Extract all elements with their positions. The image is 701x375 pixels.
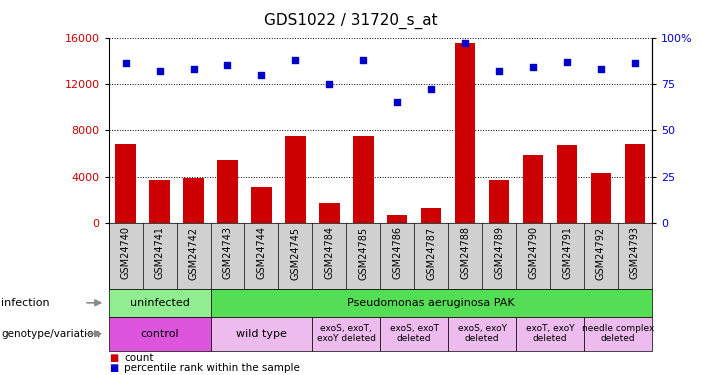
Point xyxy=(120,60,131,66)
Text: uninfected: uninfected xyxy=(130,298,189,308)
Bar xyxy=(210,317,313,351)
Bar xyxy=(523,154,543,223)
Point xyxy=(222,62,233,68)
Bar xyxy=(184,178,204,223)
Bar xyxy=(448,317,516,351)
Text: exoS, exoT
deleted: exoS, exoT deleted xyxy=(390,324,439,344)
Bar xyxy=(455,43,475,223)
Text: GSM24743: GSM24743 xyxy=(222,226,233,279)
Bar xyxy=(557,146,577,223)
Text: GSM24745: GSM24745 xyxy=(290,226,301,279)
Point xyxy=(494,68,505,74)
Bar xyxy=(387,215,407,223)
Text: genotype/variation: genotype/variation xyxy=(1,329,100,339)
Bar xyxy=(313,317,381,351)
Point xyxy=(562,58,573,64)
Text: count: count xyxy=(124,353,154,363)
Bar xyxy=(210,289,652,317)
Bar xyxy=(217,160,238,223)
Point xyxy=(426,87,437,93)
Text: GDS1022 / 31720_s_at: GDS1022 / 31720_s_at xyxy=(264,13,437,29)
Text: GSM24740: GSM24740 xyxy=(121,226,130,279)
Text: ■: ■ xyxy=(109,363,118,373)
Text: control: control xyxy=(140,329,179,339)
Text: needle complex
deleted: needle complex deleted xyxy=(582,324,654,344)
Point xyxy=(527,64,538,70)
Point xyxy=(188,66,199,72)
Bar xyxy=(381,317,448,351)
Point xyxy=(392,99,403,105)
Point xyxy=(460,40,471,46)
Text: exoS, exoY
deleted: exoS, exoY deleted xyxy=(458,324,507,344)
Bar xyxy=(353,136,374,223)
Bar xyxy=(109,289,210,317)
Text: Pseudomonas aeruginosa PAK: Pseudomonas aeruginosa PAK xyxy=(348,298,515,308)
Text: GSM24787: GSM24787 xyxy=(426,226,436,279)
Point xyxy=(358,57,369,63)
Text: percentile rank within the sample: percentile rank within the sample xyxy=(124,363,300,373)
Text: exoT, exoY
deleted: exoT, exoY deleted xyxy=(526,324,574,344)
Text: GSM24788: GSM24788 xyxy=(460,226,470,279)
Text: GSM24789: GSM24789 xyxy=(494,226,504,279)
Point xyxy=(595,66,606,72)
Point xyxy=(629,60,641,66)
Bar xyxy=(591,173,611,223)
Text: GSM24786: GSM24786 xyxy=(393,226,402,279)
Text: GSM24790: GSM24790 xyxy=(528,226,538,279)
Text: GSM24742: GSM24742 xyxy=(189,226,198,279)
Bar xyxy=(251,187,272,223)
Text: GSM24744: GSM24744 xyxy=(257,226,266,279)
Bar xyxy=(516,317,584,351)
Bar xyxy=(285,136,306,223)
Bar xyxy=(625,144,645,223)
Bar xyxy=(489,180,510,223)
Bar xyxy=(584,317,652,351)
Text: infection: infection xyxy=(1,298,50,308)
Text: GSM24784: GSM24784 xyxy=(325,226,334,279)
Text: wild type: wild type xyxy=(236,329,287,339)
Point xyxy=(290,57,301,63)
Bar xyxy=(421,208,442,223)
Point xyxy=(324,81,335,87)
Bar xyxy=(116,144,136,223)
Point xyxy=(154,68,165,74)
Text: GSM24785: GSM24785 xyxy=(358,226,368,279)
Text: GSM24792: GSM24792 xyxy=(596,226,606,279)
Bar xyxy=(319,203,339,223)
Text: GSM24791: GSM24791 xyxy=(562,226,572,279)
Text: ■: ■ xyxy=(109,353,118,363)
Text: GSM24793: GSM24793 xyxy=(630,226,640,279)
Bar xyxy=(109,317,210,351)
Text: exoS, exoT,
exoY deleted: exoS, exoT, exoY deleted xyxy=(317,324,376,344)
Point xyxy=(256,72,267,78)
Bar xyxy=(149,180,170,223)
Text: GSM24741: GSM24741 xyxy=(155,226,165,279)
